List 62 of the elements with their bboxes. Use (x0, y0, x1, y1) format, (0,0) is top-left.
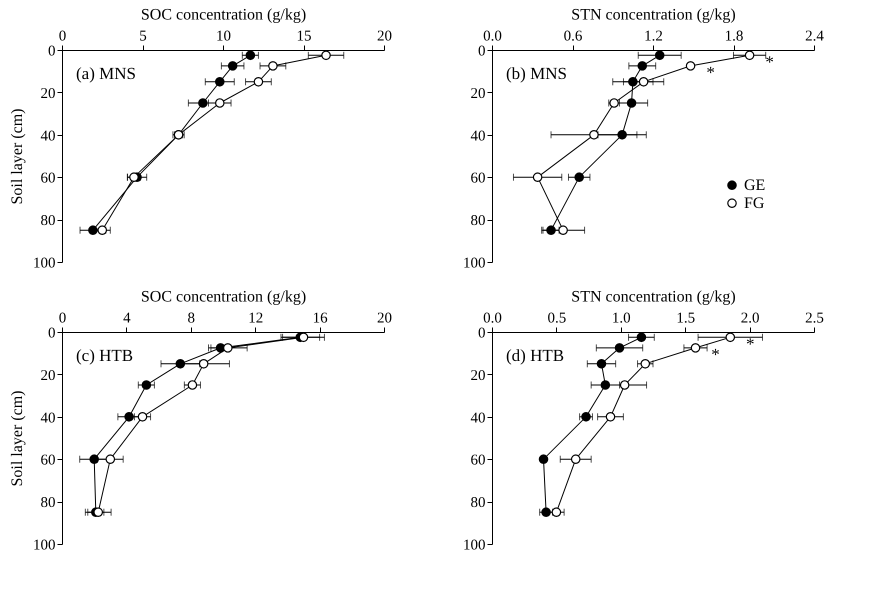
y-axis-title: Soil layer (cm) (9, 390, 26, 486)
x-tick-label: 1.0 (612, 310, 631, 326)
y-tick-label: 60 (470, 452, 486, 469)
x-tick-label: 20 (377, 310, 392, 326)
x-tick-label: 1.5 (676, 310, 696, 326)
x-tick-label: 1.8 (724, 28, 744, 44)
x-axis-title: STN concentration (g/kg) (571, 288, 736, 306)
y-tick-label: 60 (40, 170, 56, 187)
y-tick-label: 80 (40, 213, 56, 230)
y-tick-label: 20 (470, 86, 486, 102)
y-tick-label: 60 (470, 170, 486, 187)
annotation: * (765, 52, 774, 72)
x-axis-title: SOC concentration (g/kg) (140, 288, 306, 306)
y-tick-label: 40 (40, 410, 56, 426)
y-tick-label: 20 (40, 86, 56, 102)
x-tick-label: 5 (139, 28, 147, 44)
legend-label: FG (744, 195, 765, 212)
y-tick-label: 0 (478, 44, 486, 60)
y-tick-label: 20 (40, 368, 56, 384)
x-tick-label: 0 (58, 28, 66, 44)
y-tick-label: 100 (33, 538, 56, 554)
x-tick-label: 0.5 (548, 310, 566, 326)
x-tick-label: 0.0 (483, 28, 502, 44)
annotation: (b) MNS (506, 64, 567, 83)
x-tick-label: 4 (123, 310, 132, 326)
x-tick-label: 8 (188, 310, 196, 326)
y-tick-label: 0 (48, 326, 56, 342)
x-tick-label: 16 (312, 310, 328, 326)
x-tick-label: 0 (58, 310, 66, 326)
legend-label: GE (744, 177, 766, 194)
y-tick-label: 20 (470, 368, 486, 384)
x-tick-label: 15 (296, 28, 312, 44)
annotation: * (711, 344, 720, 364)
y-tick-label: 80 (470, 495, 486, 512)
x-tick-label: 0.0 (483, 310, 502, 326)
x-tick-label: 1.2 (644, 28, 663, 44)
y-tick-label: 80 (40, 495, 56, 512)
x-tick-label: 2.5 (805, 310, 824, 326)
x-tick-label: 2.0 (740, 310, 760, 326)
y-tick-label: 100 (33, 256, 56, 272)
y-tick-label: 40 (470, 128, 486, 144)
annotation: (a) MNS (76, 64, 136, 83)
y-tick-label: 100 (463, 256, 486, 272)
annotation: * (706, 62, 715, 82)
annotation: (c) HTB (76, 346, 134, 365)
y-tick-label: 40 (470, 410, 486, 426)
x-tick-label: 10 (216, 28, 231, 44)
x-tick-label: 12 (248, 310, 264, 326)
y-tick-label: 0 (48, 44, 56, 60)
y-tick-label: 80 (470, 213, 486, 230)
x-axis-title: SOC concentration (g/kg) (140, 6, 306, 24)
y-tick-label: 100 (463, 538, 486, 554)
x-tick-label: 0.6 (564, 28, 583, 44)
y-tick-label: 60 (40, 452, 56, 469)
x-axis-title: STN concentration (g/kg) (571, 6, 736, 24)
annotation: (d) HTB (506, 346, 564, 365)
x-tick-label: 20 (377, 28, 392, 44)
y-tick-label: 40 (40, 128, 56, 144)
y-axis-title: Soil layer (cm) (9, 108, 26, 204)
annotation: * (746, 334, 755, 354)
y-tick-label: 0 (478, 326, 486, 342)
x-tick-label: 2.4 (805, 28, 824, 44)
